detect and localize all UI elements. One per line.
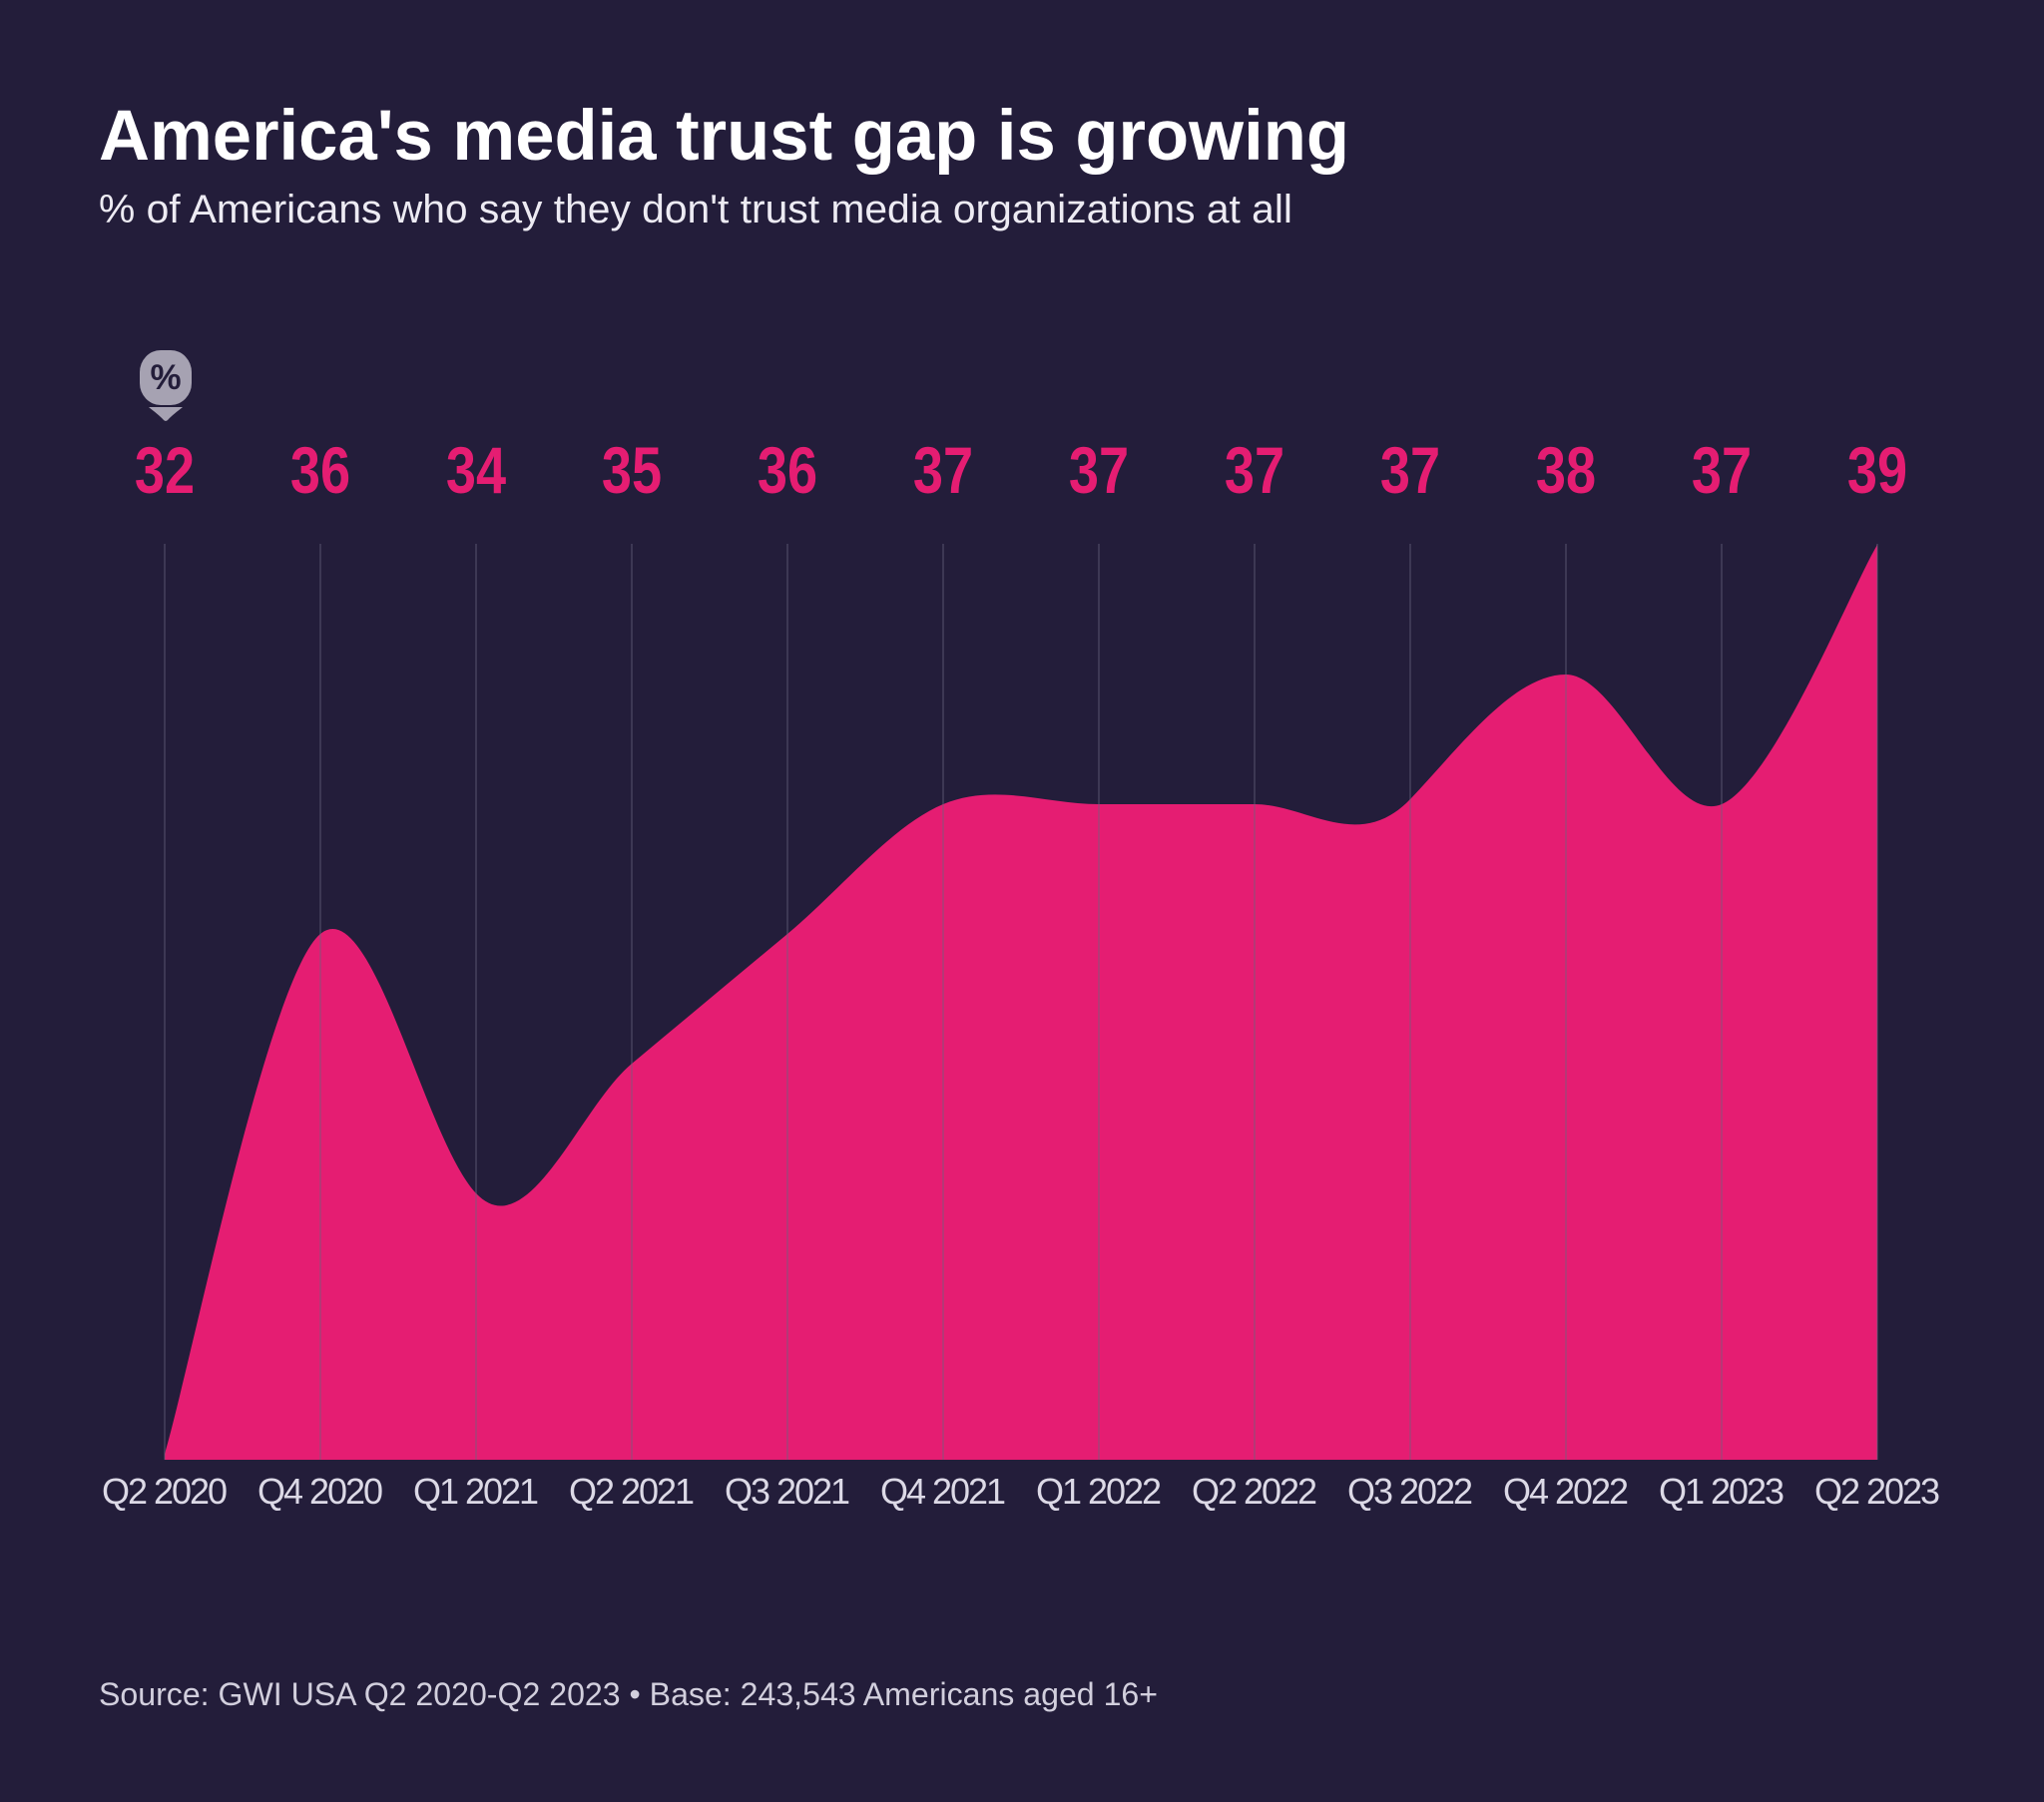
svg-text:% of Americans who say they do: % of Americans who say they don't trust … [99, 188, 1292, 231]
svg-text:Q2 2021: Q2 2021 [569, 1471, 695, 1512]
svg-text:Q4 2021: Q4 2021 [880, 1471, 1006, 1512]
svg-text:37: 37 [913, 433, 973, 507]
svg-text:America's media trust gap is g: America's media trust gap is growing [99, 97, 1349, 176]
svg-text:35: 35 [602, 433, 662, 507]
svg-text:32: 32 [135, 433, 195, 507]
svg-text:39: 39 [1847, 433, 1907, 507]
svg-text:36: 36 [758, 433, 817, 507]
svg-text:%: % [150, 358, 181, 397]
svg-text:Q4 2020: Q4 2020 [257, 1471, 383, 1512]
svg-text:37: 37 [1225, 433, 1284, 507]
svg-text:Q1 2022: Q1 2022 [1036, 1471, 1162, 1512]
svg-text:34: 34 [446, 433, 507, 507]
svg-text:36: 36 [290, 433, 350, 507]
svg-text:Q1 2023: Q1 2023 [1659, 1471, 1785, 1512]
svg-text:37: 37 [1692, 433, 1752, 507]
svg-text:Q2 2022: Q2 2022 [1192, 1471, 1317, 1512]
svg-text:Q4 2022: Q4 2022 [1503, 1471, 1629, 1512]
svg-text:37: 37 [1069, 433, 1129, 507]
svg-text:Source: GWI USA Q2 2020-Q2 202: Source: GWI USA Q2 2020-Q2 2023 • Base: … [99, 1676, 1158, 1712]
svg-text:Q2 2020: Q2 2020 [102, 1471, 228, 1512]
svg-text:Q2 2023: Q2 2023 [1814, 1471, 1940, 1512]
svg-text:Q3 2022: Q3 2022 [1347, 1471, 1473, 1512]
svg-text:38: 38 [1536, 433, 1596, 507]
svg-text:Q1 2021: Q1 2021 [413, 1471, 539, 1512]
svg-text:Q3 2021: Q3 2021 [725, 1471, 850, 1512]
svg-text:37: 37 [1380, 433, 1440, 507]
